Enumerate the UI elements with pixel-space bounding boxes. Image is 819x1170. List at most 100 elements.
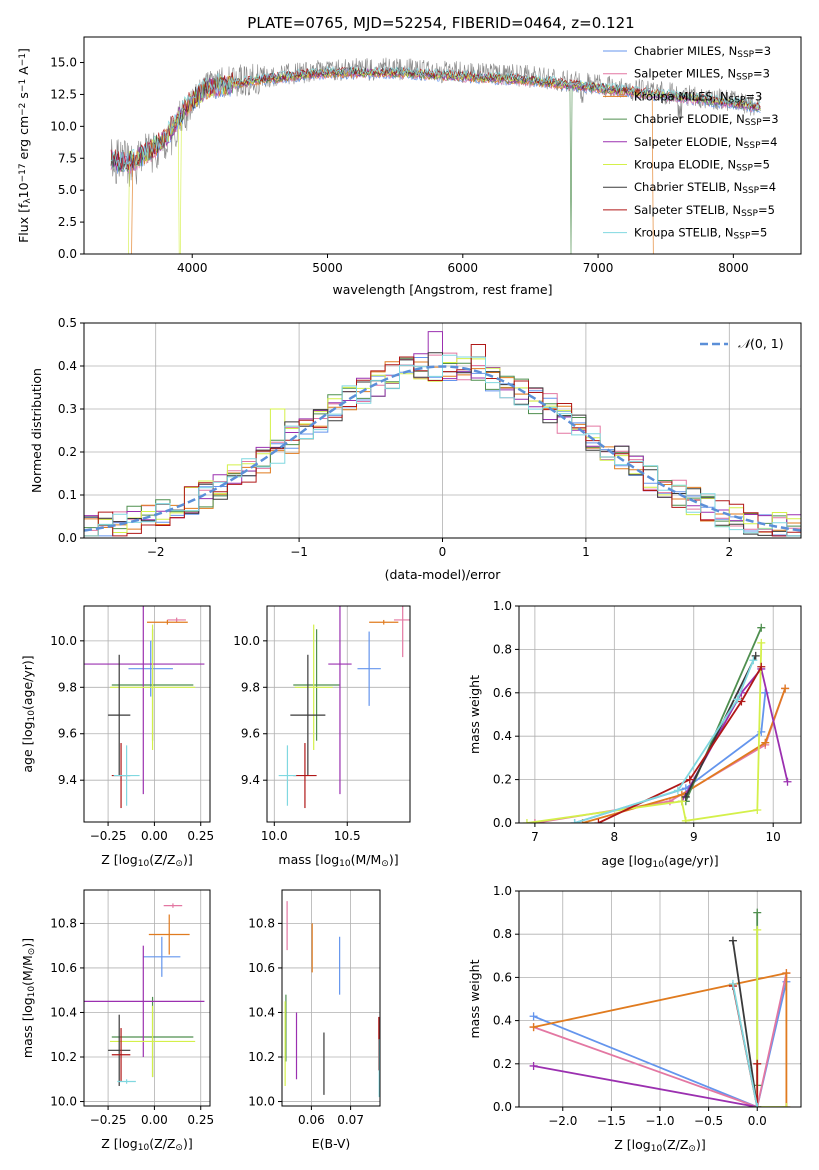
label-span: Z [log xyxy=(101,1136,137,1151)
weight-marker xyxy=(733,695,742,704)
x-axis-label: mass [log10(M/M⊙)] xyxy=(278,852,398,869)
x-tick-label: −2.0 xyxy=(548,1114,577,1128)
y-tick-label: 10.0 xyxy=(50,119,77,133)
x-tick-label: 0.25 xyxy=(187,829,214,843)
x-tick-label: 4000 xyxy=(177,261,208,275)
label-span: =3 xyxy=(754,44,771,58)
weight-marker xyxy=(677,797,686,806)
x-tick-label: 0.0 xyxy=(748,1114,767,1128)
plot-area xyxy=(284,901,380,1098)
weight-marker xyxy=(782,1103,791,1107)
weight-line-chabrier-miles xyxy=(533,981,788,1107)
point-salpeter-stelib xyxy=(293,743,317,809)
point-salpeter-elodie xyxy=(328,606,352,795)
label-span: =5 xyxy=(753,158,770,172)
weight-line-salpeter-miles xyxy=(533,972,788,1107)
x-tick-label: 1 xyxy=(582,545,590,559)
x-tick-label: 0.06 xyxy=(298,1113,325,1127)
y-tick-label: 10.8 xyxy=(50,916,77,930)
x-tick-label: −1 xyxy=(290,545,308,559)
y-tick-label: 9.4 xyxy=(58,773,77,787)
point-kroupa-elodie xyxy=(109,1005,196,1078)
label-span: ] xyxy=(16,48,31,53)
x-tick-label: 0.07 xyxy=(337,1113,364,1127)
x-axis-label: age [log10(age/yr)] xyxy=(601,853,718,870)
y-tick-label: 9.8 xyxy=(241,680,260,694)
x-tick-label: 8000 xyxy=(718,261,749,275)
mass-weight-vs-metallicity-panel: −2.0 −1.5 −1.0 −0.5 0.0 0.0 0.2 0.4 0.6 0.8 1.0 Z [… xyxy=(467,884,802,1154)
weight-marker xyxy=(529,1061,538,1070)
y-tick-label: 0.8 xyxy=(493,642,512,656)
point-chabrier-stelib xyxy=(108,654,131,776)
plot-area xyxy=(84,606,205,809)
model-spectrum-kroupa-elodie xyxy=(111,67,761,254)
point-kroupa-elodie xyxy=(109,624,196,750)
y-tick-label: 0.0 xyxy=(58,531,77,545)
y-tick-label: 1.0 xyxy=(493,599,512,613)
label-span: Salpeter ELODIE, N xyxy=(634,135,744,149)
label-span: SSP xyxy=(745,118,762,128)
y-tick-label: 10.2 xyxy=(248,1050,275,1064)
residual-histogram-panel: −2 −1 0 1 2 0.0 0.1 0.2 0.3 0.4 0.5 (data-model)/er… xyxy=(29,316,802,582)
label-span: )] xyxy=(696,1137,706,1152)
label-span: −2 xyxy=(18,103,28,116)
label-span: A xyxy=(16,66,31,79)
y-tick-label: 1.0 xyxy=(493,884,512,898)
x-tick-label: −1.0 xyxy=(645,1114,674,1128)
y-tick-label: 9.8 xyxy=(58,680,77,694)
label-span: SSP xyxy=(744,141,761,151)
label-span: SSP xyxy=(734,232,751,242)
point-chabrier-stelib xyxy=(108,1014,131,1086)
age-vs-metallicity-panel: −0.25 0.00 0.259.49.69.810.0Z [log10(Z/Z⊙)… xyxy=(20,605,214,869)
x-tick-label: 10.0 xyxy=(261,829,288,843)
label-span: SSP xyxy=(741,209,758,219)
legend-label-chabrier-elodie: Chabrier ELODIE, NSSP=3 xyxy=(634,112,779,128)
plot-area xyxy=(529,908,791,1107)
label-span: Kroupa ELODIE, N xyxy=(634,158,736,172)
y-tick-label: 10.0 xyxy=(248,1095,275,1109)
label-span: Salpeter STELIB, N xyxy=(634,203,741,217)
label-span: (Z/Z xyxy=(149,852,175,867)
weight-line-salpeter-elodie xyxy=(533,1065,758,1107)
y-tick-label: 10.4 xyxy=(50,1005,77,1019)
label-span: 10 xyxy=(651,1144,663,1154)
y-tick-label: 12.5 xyxy=(50,87,77,101)
label-span: −17 xyxy=(18,163,28,182)
y-tick-label: 0.0 xyxy=(58,247,77,261)
axes-frame xyxy=(83,889,211,1107)
point-chabrier-miles xyxy=(357,631,381,706)
label-span: 10 xyxy=(16,182,31,198)
weight-marker xyxy=(753,1103,762,1107)
weight-marker xyxy=(728,979,737,988)
y-tick-label: 0.4 xyxy=(493,729,512,743)
legend-label-kroupa-miles: Kroupa MILES, NSSP=3 xyxy=(634,89,762,105)
point-chabrier-miles xyxy=(128,640,173,697)
label-span: −1 xyxy=(18,79,28,92)
y-tick-label: 10.6 xyxy=(50,961,77,975)
label-span: Z [log xyxy=(101,852,137,867)
label-span: Chabrier ELODIE, N xyxy=(634,112,745,126)
label-span: SSP xyxy=(737,50,754,60)
weight-marker xyxy=(749,656,758,665)
weight-marker xyxy=(757,623,766,632)
label-span: 10 xyxy=(27,710,37,722)
point-kroupa-stelib xyxy=(278,745,297,806)
y-tick-label: 0.0 xyxy=(493,1100,512,1114)
y-tick-label: 9.4 xyxy=(241,773,260,787)
label-span: (age/yr)] xyxy=(20,655,35,710)
label-span: Z [log xyxy=(614,1137,650,1152)
weight-marker xyxy=(761,738,770,747)
y-tick-label: 10.8 xyxy=(248,916,275,930)
point-chabrier-stelib xyxy=(290,654,326,776)
y-tick-label: 9.6 xyxy=(241,727,260,741)
weight-marker xyxy=(782,969,791,978)
point-salpeter-elodie xyxy=(84,945,205,1058)
label-span: age [log xyxy=(601,853,652,868)
x-tick-label: 10 xyxy=(766,830,781,844)
label-span: Kroupa STELIB, N xyxy=(634,226,734,240)
y-tick-label: 0.6 xyxy=(493,970,512,984)
label-span: 10 xyxy=(138,1143,150,1153)
y-tick-label: 10.0 xyxy=(50,634,77,648)
axes-frame xyxy=(83,36,802,255)
x-tick-label: −0.25 xyxy=(90,829,127,843)
